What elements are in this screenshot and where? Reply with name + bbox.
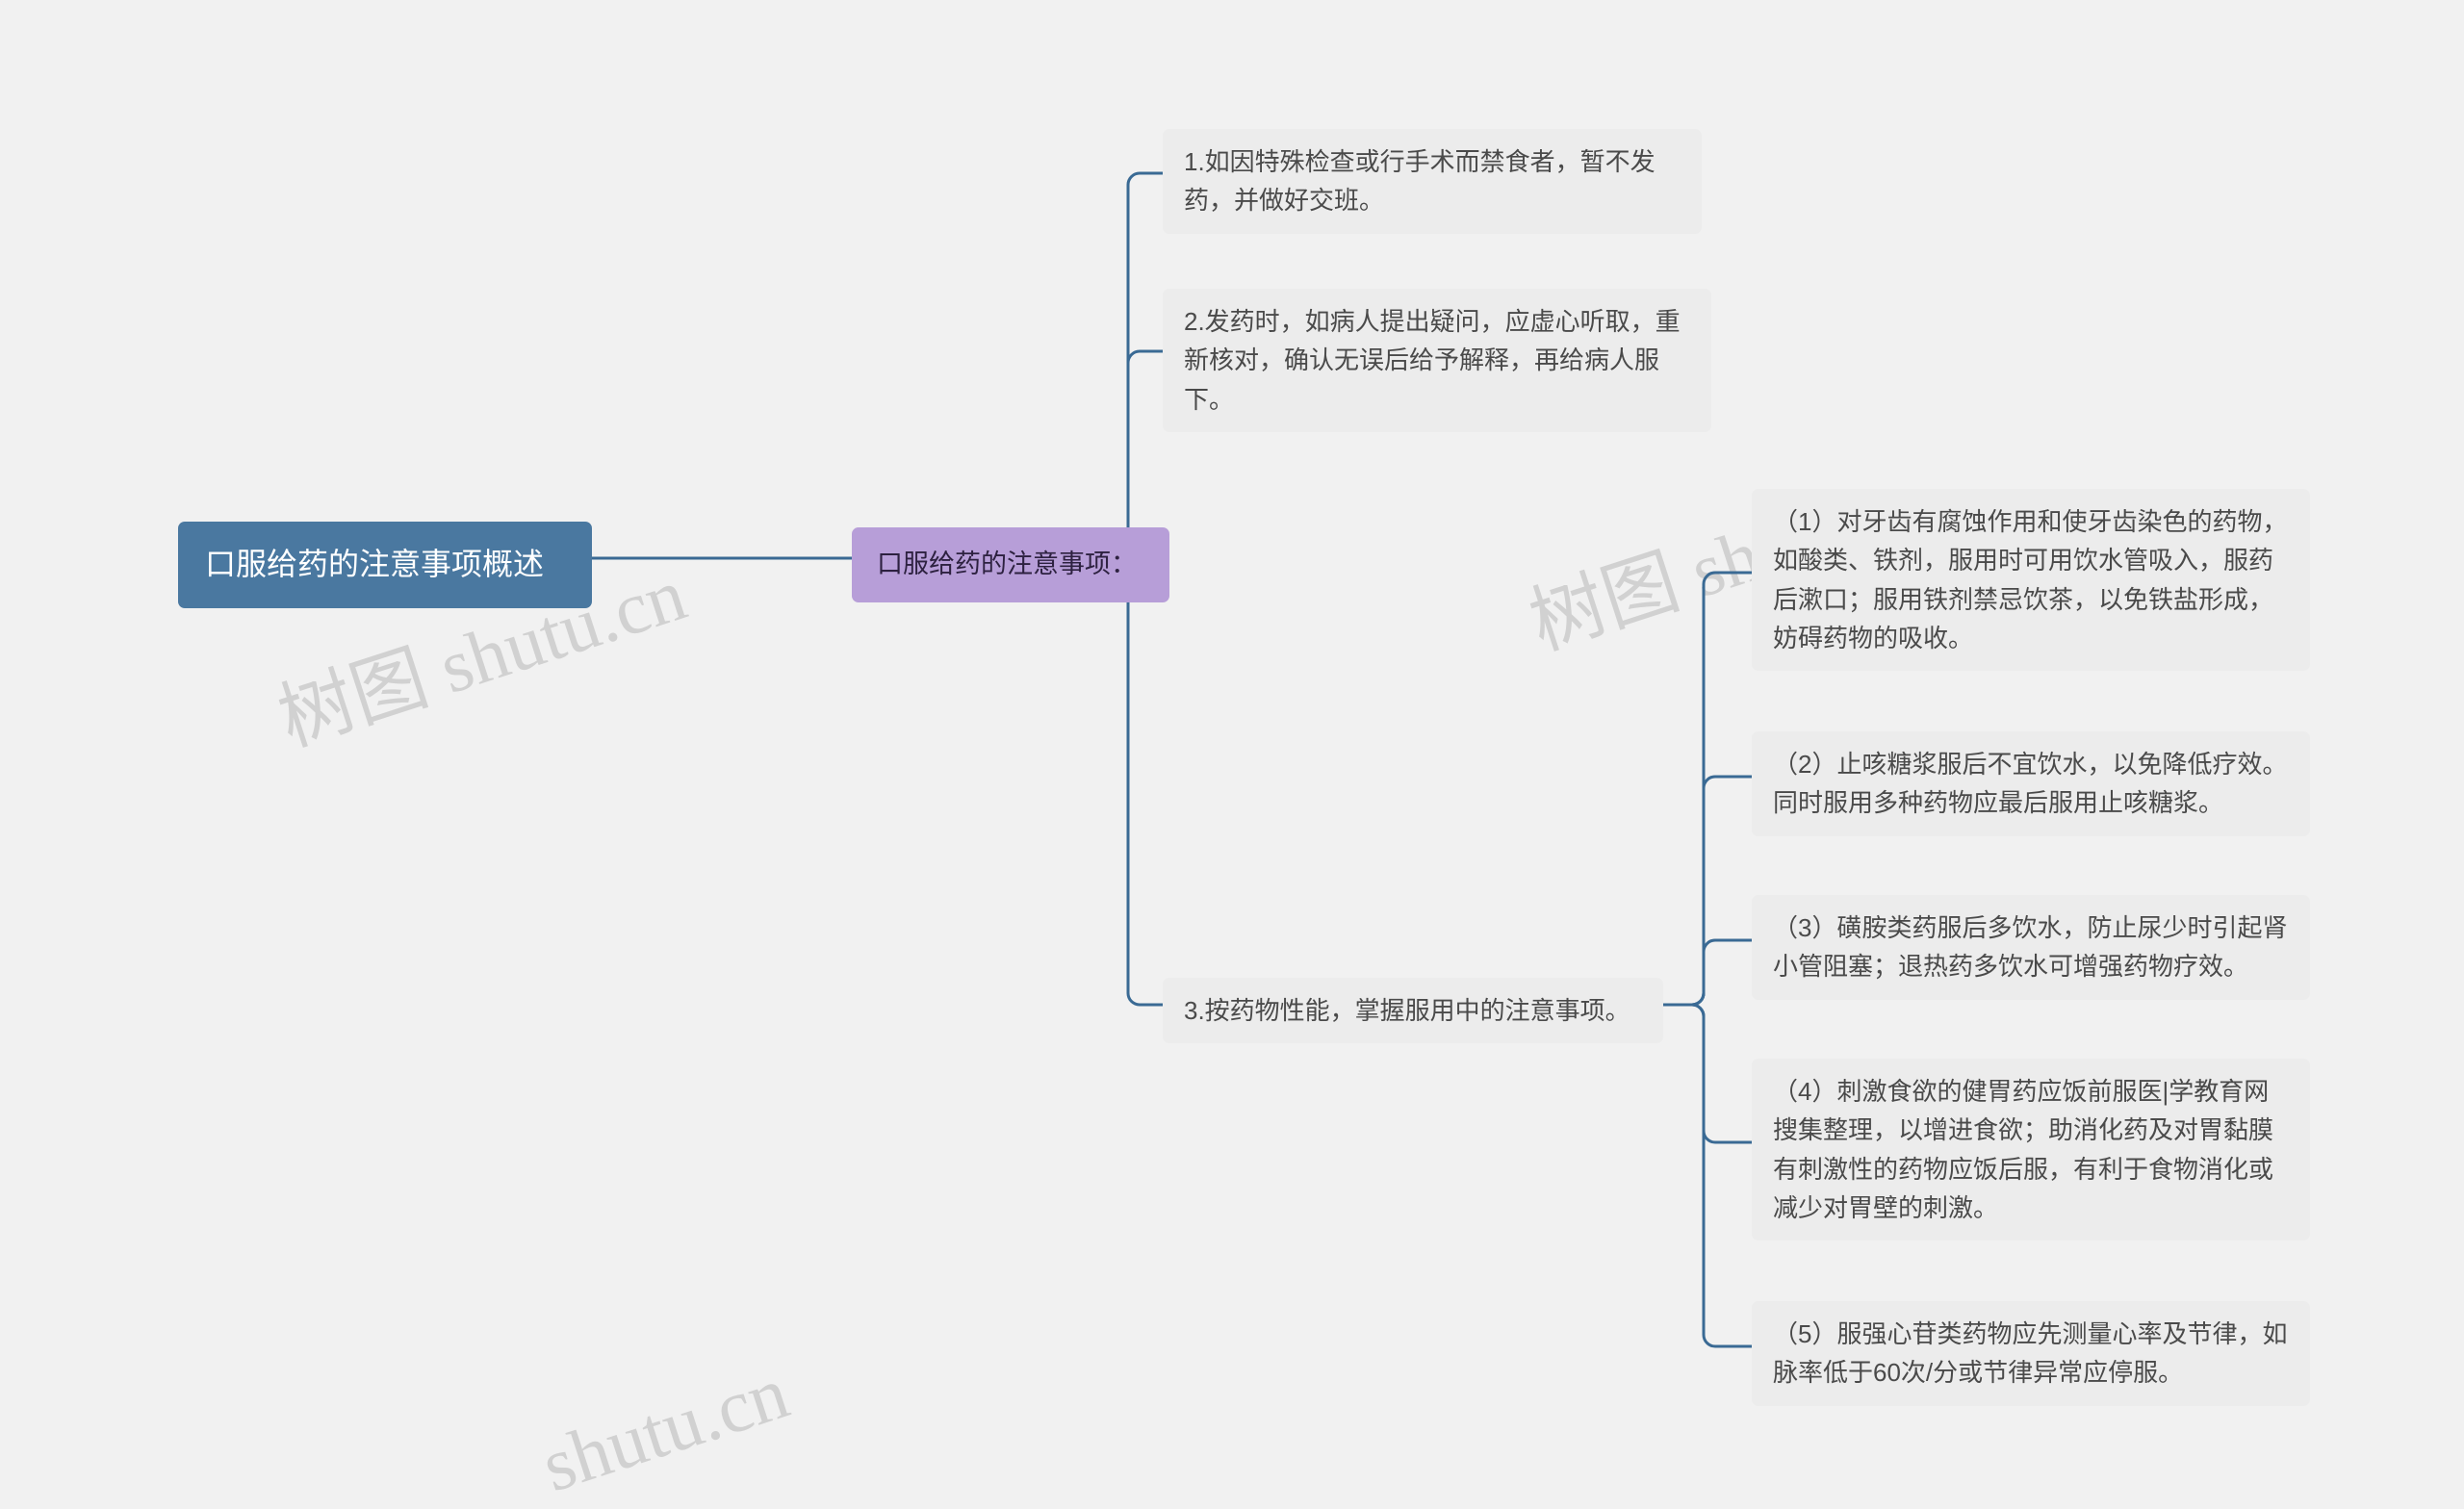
leaf-node[interactable]: （4）刺激食欲的健胃药应饭前服医|学教育网搜集整理，以增进食欲；助消化药及对胃黏… [1752, 1059, 2310, 1240]
level2-node[interactable]: 口服给药的注意事项： [852, 527, 1169, 602]
leaf-node[interactable]: （1）对牙齿有腐蚀作用和使牙齿染色的药物，如酸类、铁剂，服用时可用饮水管吸入，服… [1752, 489, 2310, 671]
leaf-node[interactable]: （2）止咳糖浆服后不宜饮水，以免降低疗效。同时服用多种药物应最后服用止咳糖浆。 [1752, 731, 2310, 836]
leaf-node[interactable]: 3.按药物性能，掌握服用中的注意事项。 [1163, 978, 1663, 1043]
leaf-node[interactable]: 2.发药时，如病人提出疑问，应虚心听取，重新核对，确认无误后给予解释，再给病人服… [1163, 289, 1711, 432]
root-node[interactable]: 口服给药的注意事项概述 [178, 522, 592, 608]
leaf-node[interactable]: 1.如因特殊检查或行手术而禁食者，暂不发药，并做好交班。 [1163, 129, 1702, 234]
leaf-node[interactable]: （5）服强心苷类药物应先测量心率及节律，如脉率低于60次/分或节律异常应停服。 [1752, 1301, 2310, 1406]
watermark: shutu.cn [532, 1349, 799, 1509]
leaf-node[interactable]: （3）磺胺类药服后多饮水，防止尿少时引起肾小管阻塞；退热药多饮水可增强药物疗效。 [1752, 895, 2310, 1000]
